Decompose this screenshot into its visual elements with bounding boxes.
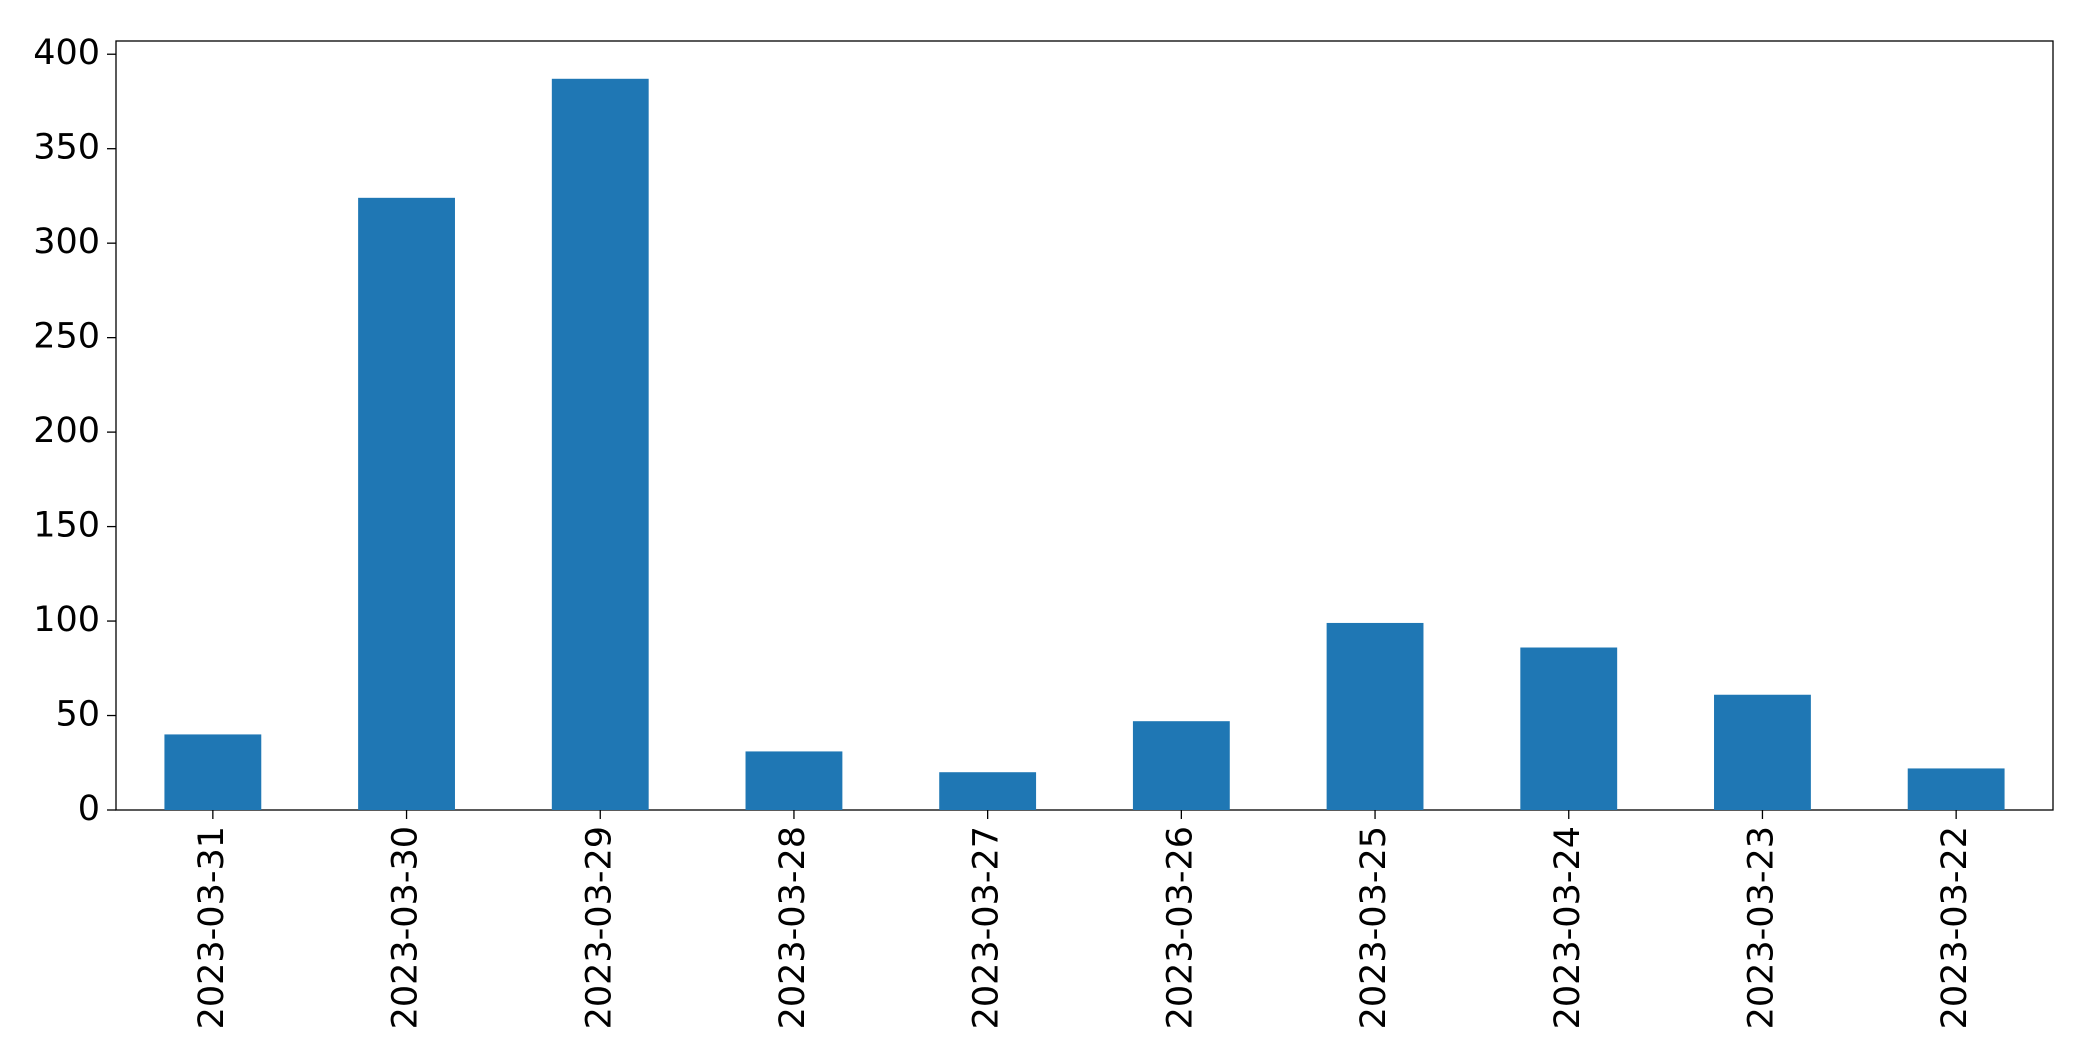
y-tick-label: 350 <box>33 128 100 168</box>
y-tick-label: 300 <box>33 222 100 262</box>
y-tick-label: 400 <box>33 33 100 73</box>
x-tick-label: 2023-03-28 <box>773 826 813 1029</box>
bar <box>1520 647 1618 810</box>
bar <box>1132 721 1230 810</box>
x-tick-label: 2023-03-30 <box>386 826 426 1029</box>
x-tick-label: 2023-03-22 <box>1935 826 1975 1029</box>
y-tick-label: 0 <box>78 789 100 829</box>
y-tick-label: 250 <box>33 317 100 357</box>
y-tick-label: 100 <box>33 600 100 640</box>
x-tick-label: 2023-03-31 <box>192 826 232 1029</box>
bar <box>1326 622 1424 810</box>
y-tick-label: 150 <box>33 506 100 546</box>
bar <box>1907 768 2005 810</box>
x-tick-label: 2023-03-24 <box>1548 826 1588 1029</box>
x-tick-label: 2023-03-23 <box>1741 826 1781 1029</box>
bar <box>358 197 455 810</box>
bar <box>551 78 649 810</box>
bar <box>164 734 262 810</box>
x-tick-label: 2023-03-26 <box>1160 826 1200 1029</box>
bar <box>1714 694 1811 810</box>
y-tick-label: 200 <box>33 411 100 451</box>
x-tick-label: 2023-03-29 <box>579 826 619 1029</box>
x-tick-label: 2023-03-27 <box>967 826 1007 1029</box>
x-tick-label: 2023-03-25 <box>1354 826 1394 1029</box>
plot-frame <box>115 40 2054 811</box>
bar <box>745 751 843 810</box>
bar <box>939 772 1037 810</box>
y-tick-label: 50 <box>55 695 100 735</box>
